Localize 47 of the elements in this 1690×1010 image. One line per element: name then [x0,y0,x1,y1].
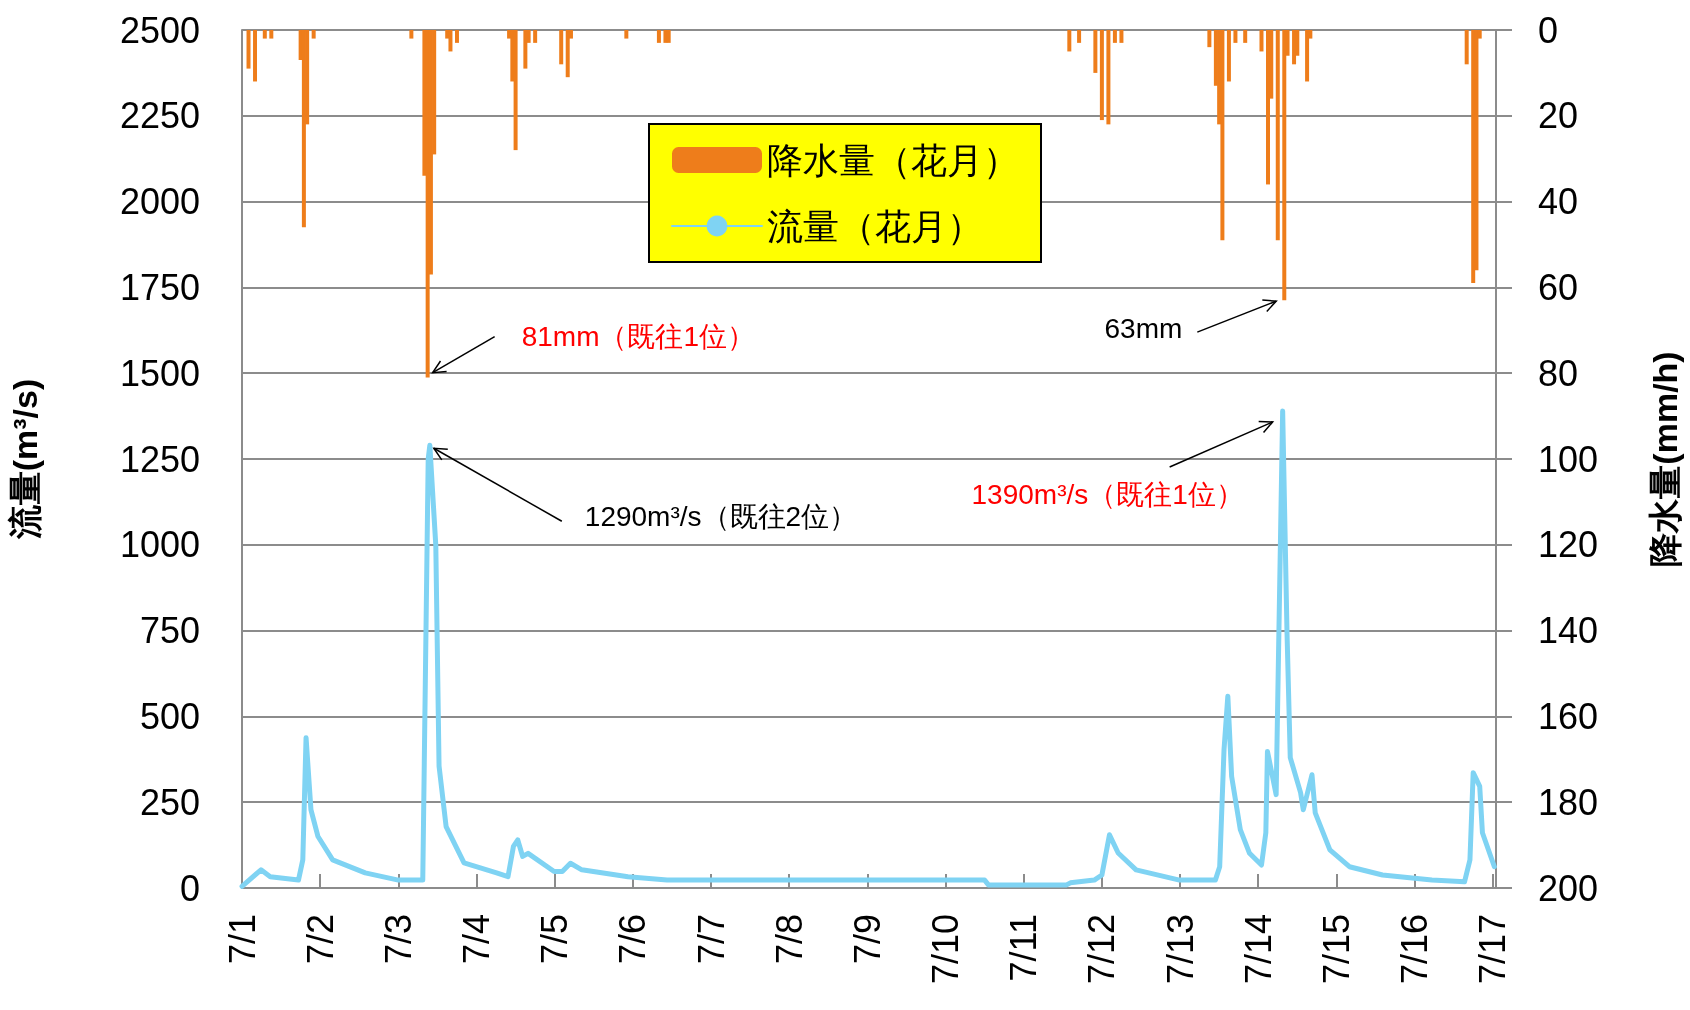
y2-axis-title: 降水量(mm/h) [1646,351,1684,567]
y2-tick-label: 160 [1538,695,1599,737]
y2-tick-label: 0 [1538,9,1559,51]
annotation: 1390m³/s（既往1位） [971,479,1244,511]
y2-tick-label: 200 [1538,867,1599,909]
y-axis-title: 流量(m³/s) [6,378,44,541]
y-tick-label: 750 [139,610,200,652]
x-tick-label: 7/9 [846,914,888,965]
x-tick-label: 7/15 [1315,914,1357,985]
y-tick-label: 1250 [119,438,200,480]
x-tick-label: 7/2 [299,914,341,965]
x-tick-label: 7/8 [768,914,810,965]
x-tick-label: 7/1 [221,914,263,965]
x-tick-label: 7/11 [1003,914,1045,982]
y2-tick-label: 120 [1538,524,1599,566]
y-tick-label: 2250 [119,95,200,137]
y2-tick-label: 180 [1538,781,1599,823]
y-tick-label: 1750 [119,266,200,308]
y-tick-label: 1500 [119,352,200,394]
y-tick-label: 0 [179,867,200,909]
x-tick-label: 7/13 [1159,914,1201,985]
x-tick-label: 7/14 [1237,914,1279,985]
x-tick-label: 7/5 [534,914,576,965]
y-tick-label: 2000 [119,181,200,223]
y2-tick-label: 100 [1538,438,1599,480]
y2-tick-label: 20 [1538,95,1579,137]
annotation: 63mm [1104,312,1183,344]
y-tick-label: 500 [139,695,200,737]
y-tick-label: 250 [139,781,200,823]
x-tick-label: 7/3 [377,914,419,965]
y-tick-label: 2500 [119,9,200,51]
y-tick-label: 1000 [119,524,200,566]
y2-tick-label: 140 [1538,610,1599,652]
legend-label: 降水量（花月） [767,139,1019,181]
x-tick-label: 7/12 [1081,914,1123,985]
legend-label: 流量（花月） [767,205,983,247]
y2-tick-label: 60 [1538,266,1579,308]
annotation: 81mm（既往1位） [521,321,756,353]
x-tick-label: 7/16 [1394,914,1436,985]
x-tick-label: 7/17 [1472,914,1514,985]
annotation: 1290m³/s（既往2位） [584,500,858,532]
y2-tick-label: 80 [1538,352,1579,394]
x-tick-label: 7/4 [456,914,498,965]
x-tick-label: 7/10 [925,914,967,985]
x-tick-label: 7/7 [690,914,732,965]
y2-tick-label: 40 [1538,181,1579,223]
x-tick-label: 7/6 [612,914,654,965]
